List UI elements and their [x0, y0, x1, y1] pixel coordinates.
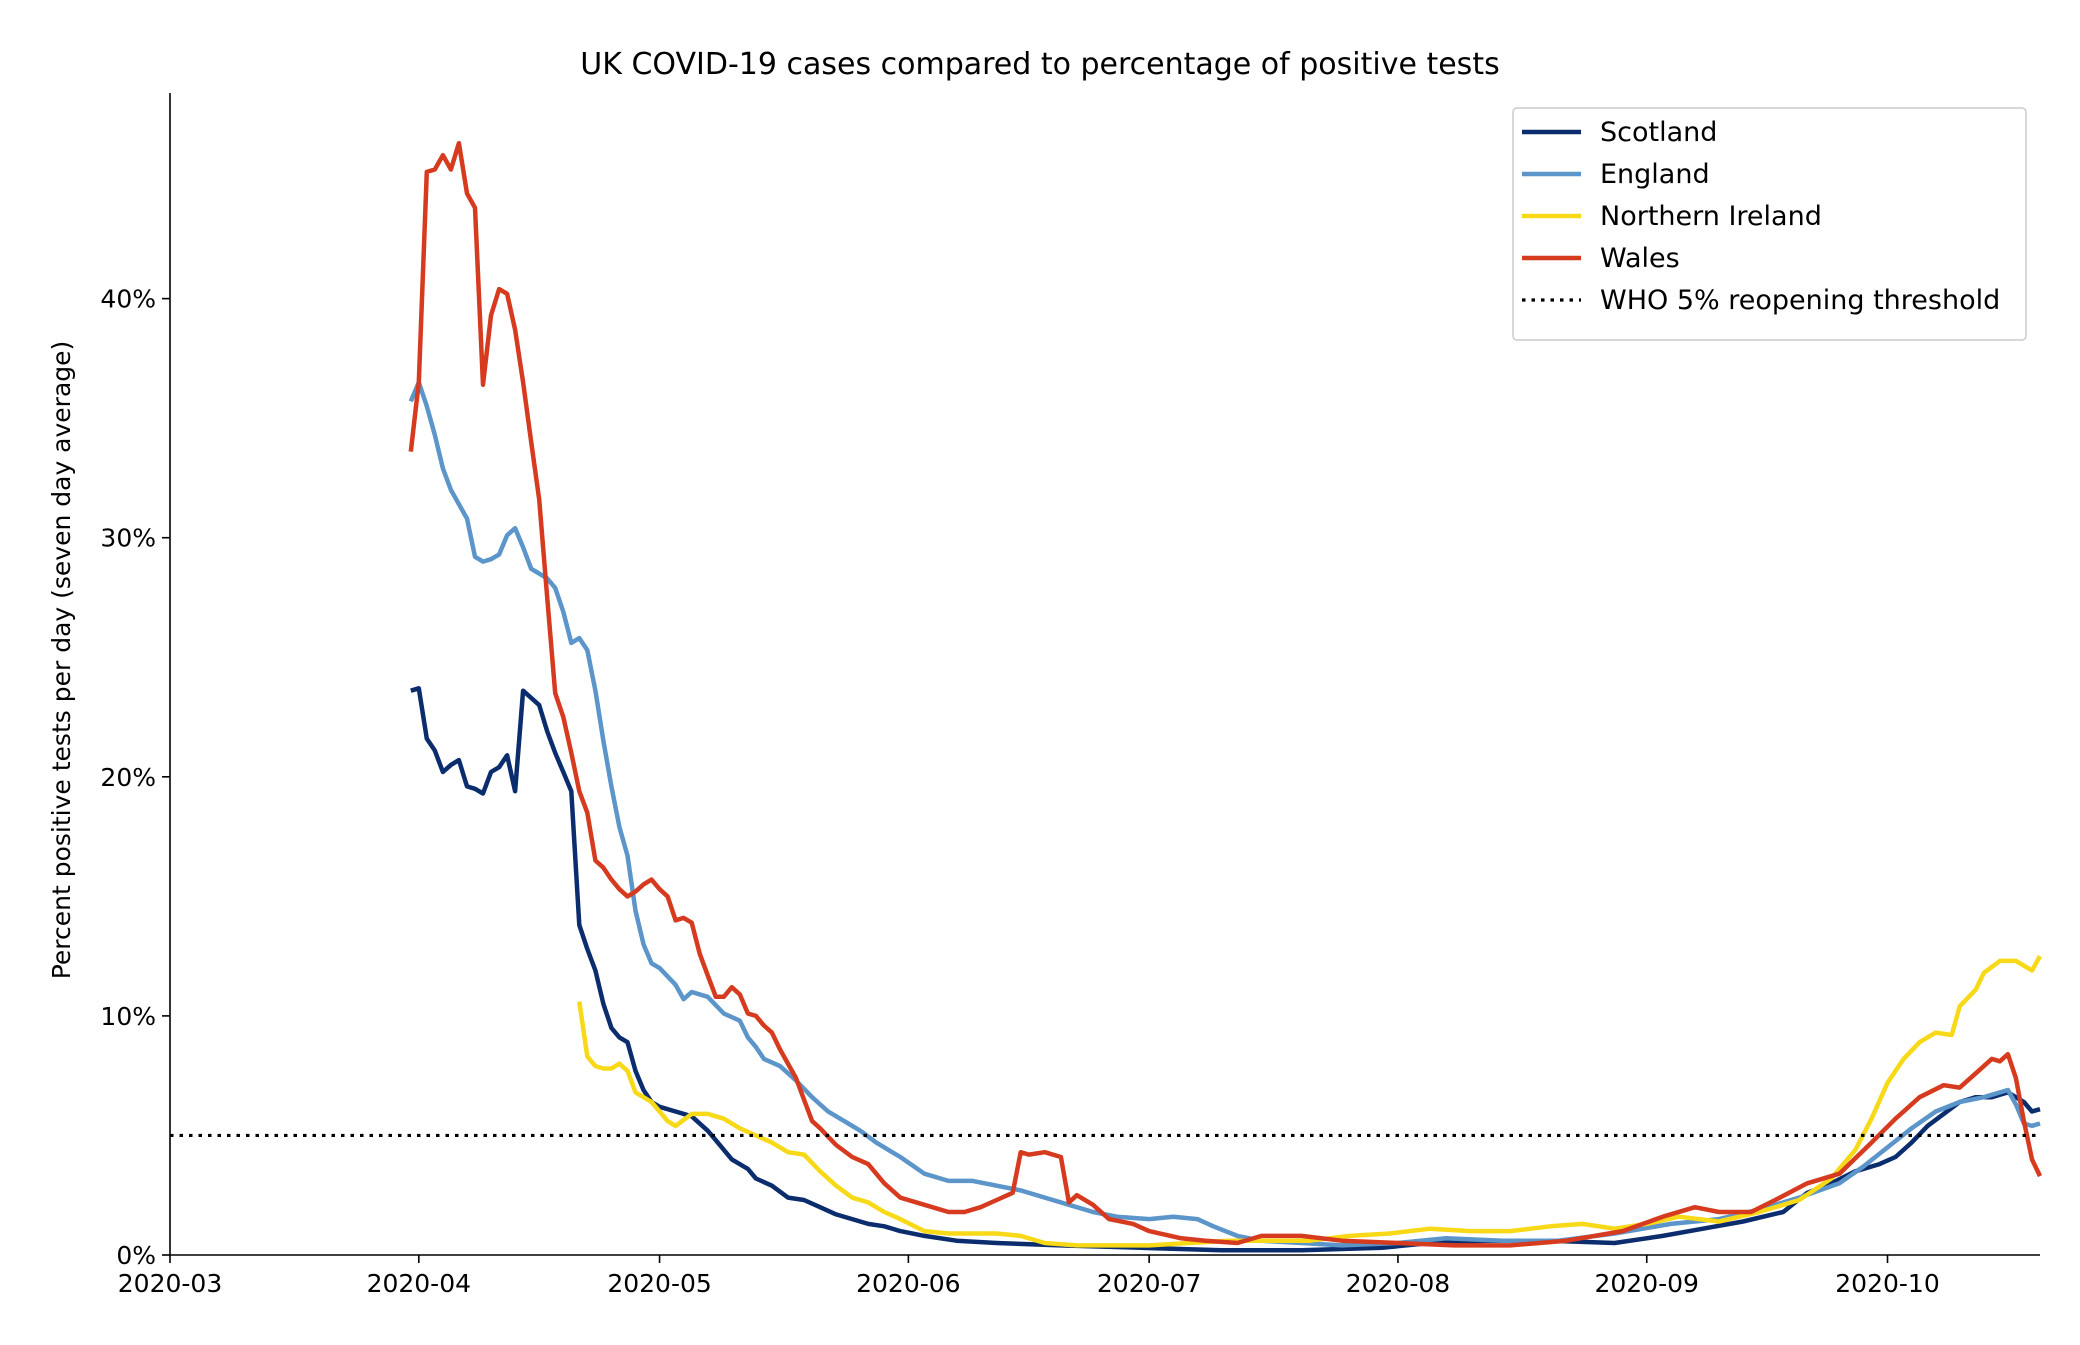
- x-tick-label: 2020-08: [1346, 1269, 1450, 1298]
- x-tick-label: 2020-03: [118, 1269, 222, 1298]
- x-tick-label: 2020-05: [607, 1269, 711, 1298]
- x-tick-label: 2020-10: [1835, 1269, 1939, 1298]
- x-tick-label: 2020-06: [856, 1269, 960, 1298]
- series-layer: [408, 140, 2043, 1253]
- y-ticks: 0% 10% 20% 30% 40%: [100, 285, 170, 1270]
- y-tick-label: 0%: [116, 1241, 156, 1270]
- legend-label: Scotland: [1600, 117, 1717, 148]
- legend: Scotland England Northern Ireland Wales WHO …: [1512, 107, 2027, 341]
- legend-entries: Scotland England Northern Ireland Wales WHO …: [1522, 117, 2000, 316]
- legend-label: Northern Ireland: [1600, 201, 1822, 232]
- y-tick-label: 40%: [100, 285, 156, 314]
- x-ticks: 2020-03 2020-04 2020-05 2020-06 2020-07 2020-…: [118, 1255, 1940, 1298]
- legend-box: [1512, 107, 2027, 341]
- series-line-northern-ireland: [577, 955, 2042, 1248]
- plot-area: [170, 140, 2043, 1253]
- y-tick-label: 10%: [100, 1002, 156, 1031]
- series-line-wales: [408, 140, 2043, 1248]
- legend-label: Wales: [1600, 243, 1680, 274]
- series-line-england: [408, 380, 2041, 1248]
- legend-label: England: [1600, 159, 1710, 190]
- x-tick-label: 2020-04: [367, 1269, 471, 1298]
- y-tick-label: 30%: [100, 524, 156, 553]
- chart-title: UK COVID-19 cases compared to percentage…: [580, 47, 1499, 82]
- series-line-scotland: [410, 686, 2041, 1253]
- legend-label: WHO 5% reopening threshold: [1600, 285, 2000, 316]
- x-tick-label: 2020-07: [1097, 1269, 1201, 1298]
- y-axis-label: Percent positive tests per day (seven da…: [47, 341, 76, 980]
- x-tick-label: 2020-09: [1595, 1269, 1699, 1298]
- y-tick-label: 20%: [100, 763, 156, 792]
